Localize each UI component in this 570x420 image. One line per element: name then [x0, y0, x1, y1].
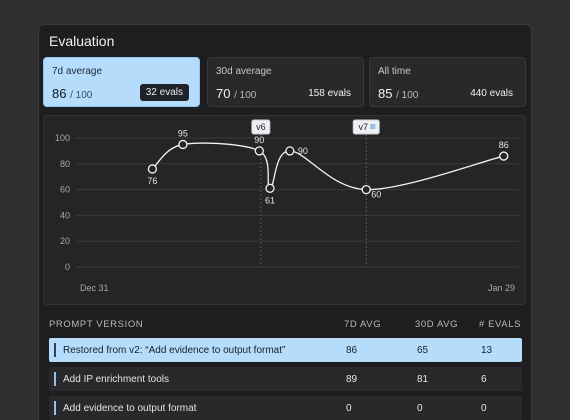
table-row[interactable]: Add IP enrichment tools 89 81 6: [49, 367, 522, 391]
row-indicator: [54, 401, 56, 415]
row-evals: 13: [481, 345, 493, 356]
y-tick-label: 20: [60, 236, 70, 246]
row-indicator: [54, 343, 56, 357]
panel-title: Evaluation: [49, 33, 115, 49]
version-marker-label: v6: [256, 122, 266, 132]
table-row[interactable]: Add evidence to output format 0 0 0: [49, 396, 522, 420]
series-line: [151, 142, 504, 191]
data-label: 76: [147, 176, 157, 186]
row-7d-avg: 89: [346, 374, 358, 385]
row-30d-avg: 81: [417, 374, 429, 385]
data-label: 61: [265, 195, 275, 205]
y-tick-label: 100: [55, 133, 70, 143]
y-tick-label: 80: [60, 159, 70, 169]
version-marker-label: v7: [358, 122, 368, 132]
card-evals-badge: 32 evals: [139, 84, 189, 101]
x-end-label: Jan 29: [488, 283, 515, 293]
data-label: 95: [178, 128, 188, 138]
card-value: 85 / 100: [378, 86, 419, 101]
y-tick-label: 60: [60, 185, 70, 195]
card-label: 7d average: [52, 66, 103, 77]
data-point: [254, 146, 264, 156]
card-value: 86 / 100: [52, 86, 93, 101]
version-marker-tag: [352, 119, 380, 135]
data-point: [178, 139, 188, 150]
row-version-name: Restored from v2: “Add evidence to outpu…: [63, 345, 286, 356]
row-30d-avg: 65: [417, 345, 429, 356]
data-point: [361, 184, 371, 195]
row-7d-avg: 86: [346, 345, 358, 356]
card-30d-average[interactable]: 30d average 70 / 100 158 evals: [207, 57, 364, 107]
data-label: 90: [298, 146, 308, 156]
row-version-name: Add evidence to output format: [63, 403, 197, 414]
data-point: [147, 164, 158, 174]
header-7d-avg: 7D AVG: [344, 319, 382, 330]
card-evals-count: 158 evals: [308, 88, 351, 99]
row-evals: 0: [481, 403, 487, 414]
card-7d-average[interactable]: 7d average 86 / 100 32 evals: [43, 57, 200, 107]
data-label: 86: [499, 140, 509, 150]
header-evals: # EVALS: [479, 319, 522, 330]
data-point: [499, 151, 509, 161]
y-tick-label: 40: [60, 210, 70, 220]
data-point: [285, 146, 295, 156]
card-label: 30d average: [216, 66, 272, 77]
data-point: [265, 183, 275, 193]
row-30d-avg: 0: [417, 403, 423, 414]
card-evals-count: 440 evals: [470, 88, 513, 99]
version-marker-tag: [251, 119, 271, 135]
card-all-time[interactable]: All time 85 / 100 440 evals: [369, 57, 526, 107]
header-prompt-version: PROMPT VERSION: [49, 319, 144, 330]
data-label: 60: [371, 190, 381, 200]
x-start-label: Dec 31: [80, 283, 109, 293]
version-marker-dot: [370, 124, 376, 129]
row-7d-avg: 0: [346, 403, 352, 414]
header-30d-avg: 30D AVG: [415, 319, 459, 330]
score-chart: 100 80 60 40 20 0 v6 v7 76 95 90 61 90 60 86 Dec 31 Jan …: [43, 115, 526, 305]
y-tick-label: 0: [65, 262, 70, 272]
card-value: 70 / 100: [216, 86, 257, 101]
data-label: 90: [254, 135, 264, 145]
score-chart-svg: 100 80 60 40 20 0 v6 v7 76 95 90 61 90 60 86 Dec 31 Jan …: [55, 119, 519, 293]
row-version-name: Add IP enrichment tools: [63, 374, 169, 385]
row-evals: 6: [481, 374, 487, 385]
evaluation-panel: Evaluation 7d average 86 / 100 32 evals …: [38, 24, 532, 420]
table-row[interactable]: Restored from v2: “Add evidence to outpu…: [49, 338, 522, 362]
row-indicator: [54, 372, 56, 386]
card-label: All time: [378, 66, 411, 77]
